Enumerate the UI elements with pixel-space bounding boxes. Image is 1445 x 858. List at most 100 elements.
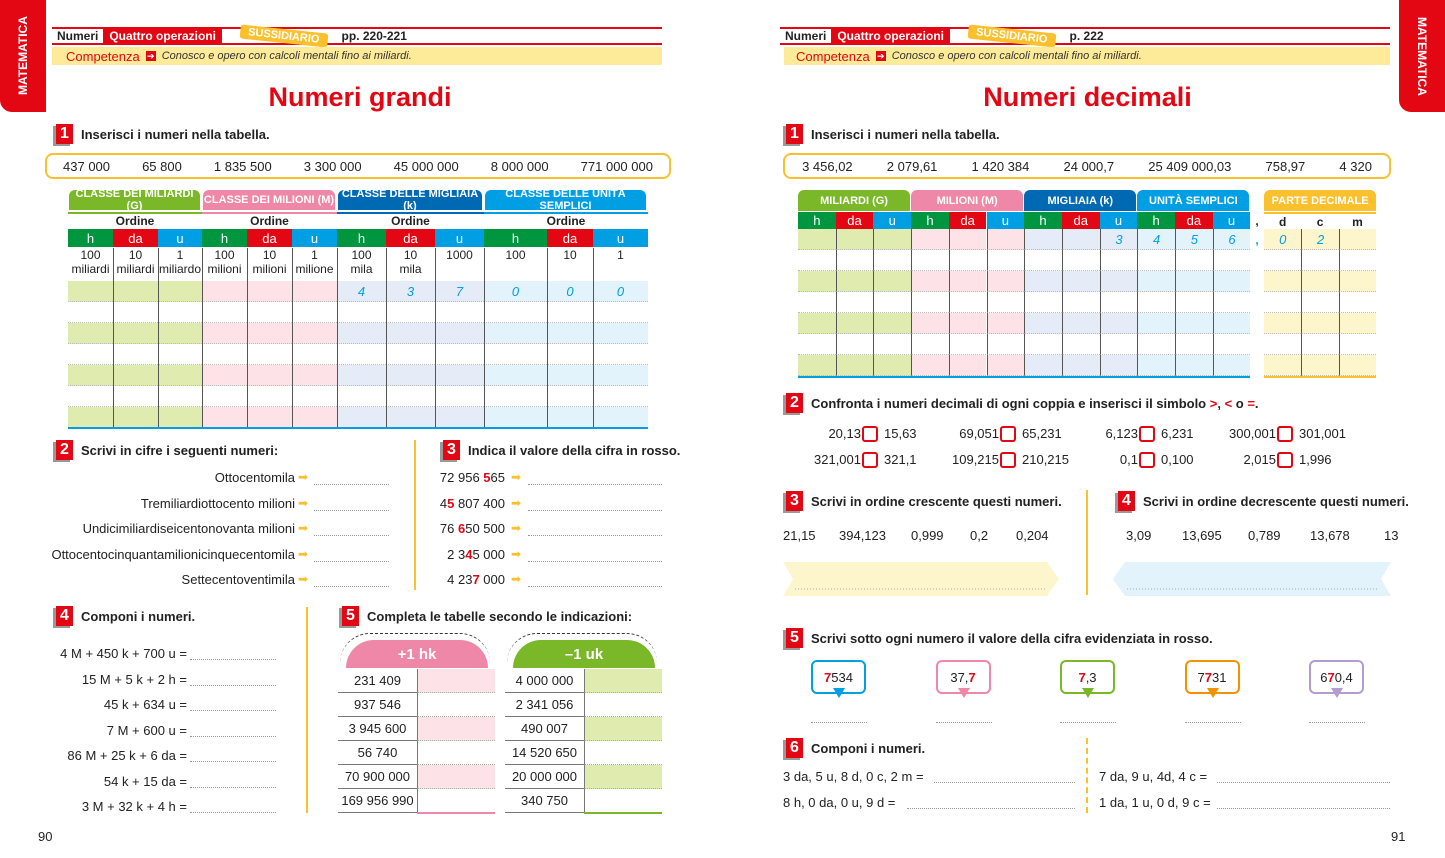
- table-cell[interactable]: [986, 271, 1025, 292]
- answer-line[interactable]: [934, 782, 1075, 783]
- answer-line[interactable]: [190, 761, 276, 762]
- table-cell[interactable]: [1338, 313, 1377, 334]
- table-cell[interactable]: [1175, 250, 1213, 271]
- table-cell[interactable]: [292, 386, 337, 407]
- table-cell[interactable]: [1175, 313, 1213, 334]
- answer-line[interactable]: [314, 484, 389, 485]
- table-cell[interactable]: [547, 344, 593, 365]
- table-cell[interactable]: [337, 344, 386, 365]
- table-cell[interactable]: [948, 334, 987, 355]
- table-cell[interactable]: [911, 355, 949, 376]
- answer-cell[interactable]: [417, 765, 495, 789]
- table-cell[interactable]: 0: [547, 281, 593, 302]
- answer-line[interactable]: [528, 560, 662, 562]
- comparison-box[interactable]: [1277, 426, 1293, 442]
- table-cell[interactable]: [593, 407, 648, 428]
- answer-line[interactable]: [1184, 722, 1241, 723]
- table-cell[interactable]: [202, 344, 247, 365]
- table-cell[interactable]: [911, 292, 949, 313]
- table-cell[interactable]: [593, 323, 648, 344]
- table-cell[interactable]: [798, 250, 836, 271]
- table-cell[interactable]: [484, 407, 547, 428]
- table-cell[interactable]: [484, 344, 547, 365]
- table-cell[interactable]: [1212, 355, 1251, 376]
- answer-line[interactable]: [528, 586, 662, 587]
- answer-line[interactable]: [528, 484, 662, 485]
- table-cell[interactable]: [911, 334, 949, 355]
- table-cell[interactable]: [386, 365, 435, 386]
- table-cell[interactable]: [1137, 334, 1175, 355]
- table-cell[interactable]: [1264, 334, 1302, 355]
- table-cell[interactable]: [386, 302, 435, 323]
- table-cell[interactable]: [948, 271, 987, 292]
- table-cell[interactable]: [1061, 271, 1100, 292]
- table-cell[interactable]: [337, 302, 386, 323]
- table-cell[interactable]: [1061, 313, 1100, 334]
- table-cell[interactable]: [202, 302, 247, 323]
- table-cell[interactable]: 0: [484, 281, 547, 302]
- table-cell[interactable]: [68, 323, 113, 344]
- answer-cell[interactable]: [584, 717, 662, 741]
- answer-cell[interactable]: [417, 669, 495, 693]
- table-cell[interactable]: 4: [1137, 229, 1175, 250]
- answer-ribbon-ascending[interactable]: [783, 562, 1059, 596]
- answer-cell[interactable]: [584, 765, 662, 789]
- table-cell[interactable]: [386, 344, 435, 365]
- table-cell[interactable]: [1024, 229, 1062, 250]
- table-cell[interactable]: [484, 302, 547, 323]
- answer-cell[interactable]: [417, 717, 495, 741]
- answer-cell[interactable]: [584, 693, 662, 717]
- table-cell[interactable]: [1024, 313, 1062, 334]
- table-cell[interactable]: [1061, 229, 1100, 250]
- table-cell[interactable]: [1338, 229, 1377, 250]
- table-cell[interactable]: [1212, 271, 1251, 292]
- table-cell[interactable]: [247, 407, 292, 428]
- table-cell[interactable]: [1099, 250, 1138, 271]
- table-cell[interactable]: [798, 271, 836, 292]
- table-cell[interactable]: [948, 292, 987, 313]
- table-cell[interactable]: [68, 302, 113, 323]
- table-cell[interactable]: [986, 292, 1025, 313]
- answer-line[interactable]: [314, 586, 389, 587]
- table-cell[interactable]: [873, 334, 912, 355]
- table-cell[interactable]: [593, 365, 648, 386]
- table-cell[interactable]: [247, 386, 292, 407]
- table-cell[interactable]: [873, 229, 912, 250]
- table-cell[interactable]: [1338, 334, 1377, 355]
- answer-cell[interactable]: [417, 789, 495, 813]
- table-cell[interactable]: [1338, 355, 1377, 376]
- table-cell[interactable]: [435, 386, 484, 407]
- table-cell[interactable]: [1061, 292, 1100, 313]
- table-cell[interactable]: [435, 302, 484, 323]
- table-cell[interactable]: [202, 407, 247, 428]
- table-cell[interactable]: [337, 323, 386, 344]
- table-cell[interactable]: [948, 250, 987, 271]
- table-cell[interactable]: [484, 323, 547, 344]
- table-cell[interactable]: [158, 344, 202, 365]
- table-cell[interactable]: [1212, 292, 1251, 313]
- table-cell[interactable]: [1099, 334, 1138, 355]
- table-cell[interactable]: [484, 386, 547, 407]
- table-cell[interactable]: [1264, 355, 1302, 376]
- table-cell[interactable]: [593, 344, 648, 365]
- table-cell[interactable]: [1061, 355, 1100, 376]
- answer-line[interactable]: [1309, 722, 1365, 723]
- table-cell[interactable]: [484, 365, 547, 386]
- answer-cell[interactable]: [417, 693, 495, 717]
- table-cell[interactable]: [158, 302, 202, 323]
- table-cell[interactable]: [1137, 313, 1175, 334]
- table-cell[interactable]: [158, 281, 202, 302]
- table-cell[interactable]: [1137, 355, 1175, 376]
- table-cell[interactable]: [1024, 334, 1062, 355]
- answer-line[interactable]: [190, 684, 276, 686]
- answer-cell[interactable]: [417, 741, 495, 765]
- table-cell[interactable]: [798, 292, 836, 313]
- table-cell[interactable]: [1061, 334, 1100, 355]
- table-cell[interactable]: [1137, 292, 1175, 313]
- table-cell[interactable]: [593, 386, 648, 407]
- table-cell[interactable]: [1175, 271, 1213, 292]
- table-cell[interactable]: [337, 407, 386, 428]
- table-cell[interactable]: [798, 355, 836, 376]
- answer-line[interactable]: [1060, 722, 1116, 723]
- table-cell[interactable]: [1264, 313, 1302, 334]
